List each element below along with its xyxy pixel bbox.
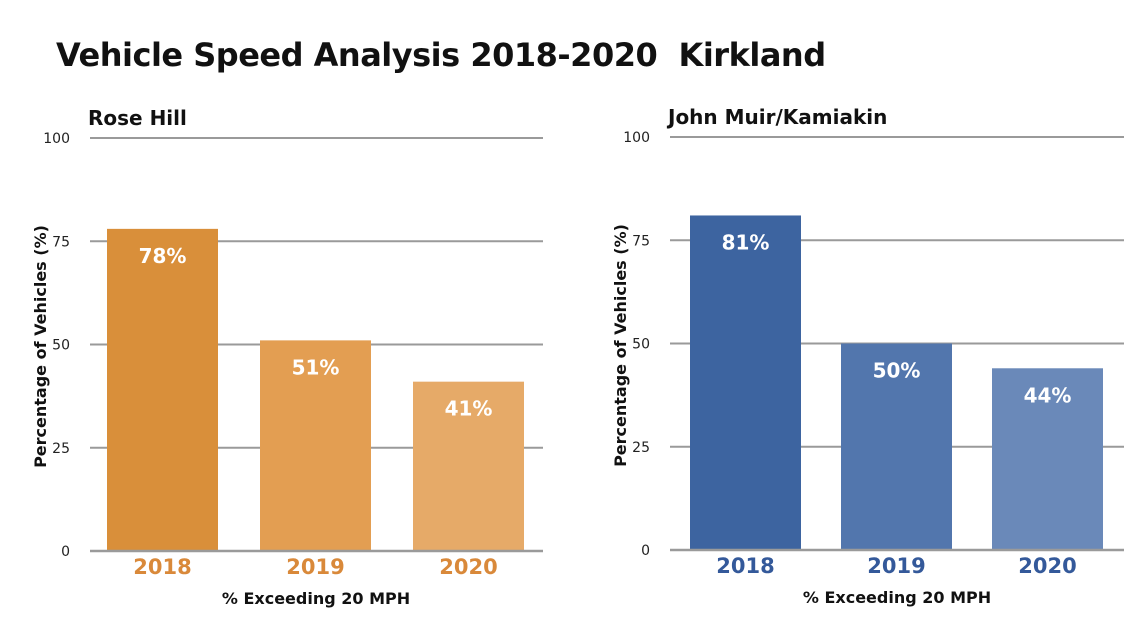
chart2-bar-2019 [841, 343, 952, 550]
chart1-bar-2018 [107, 228, 218, 552]
chart1-bar-2020 [413, 381, 524, 551]
chart1-x-tick-label-2019: 2019 [286, 555, 344, 579]
chart2-subtitle: John Muir/Kamiakin [666, 105, 887, 129]
chart2-x-tick-label-2018: 2018 [716, 554, 774, 578]
chart1-y-tick-label-0: 0 [61, 544, 70, 560]
chart1-x-tick-label-2020: 2020 [439, 555, 497, 579]
chart2-y-tick-label-75: 75 [632, 233, 650, 249]
chart-title: Vehicle Speed Analysis 2018-2020 Kirklan… [56, 36, 826, 74]
chart1-data-label-2019: 51% [292, 355, 340, 379]
chart1-y-tick-label-100: 100 [43, 131, 70, 147]
chart2-y-tick-label-100: 100 [623, 130, 650, 146]
chart1-bar-2019 [260, 340, 371, 551]
chart2-data-label-2018: 81% [722, 230, 770, 254]
chart2-y-tick-label-50: 50 [632, 337, 650, 353]
chart2-x-axis-label: % Exceeding 20 MPH [803, 588, 991, 607]
chart2-y-tick-label-25: 25 [632, 440, 650, 456]
chart2-bar-2020 [992, 368, 1103, 550]
chart1-y-tick-label-25: 25 [52, 441, 70, 457]
chart2-data-label-2019: 50% [873, 359, 921, 383]
chart1-data-label-2018: 78% [139, 244, 187, 268]
chart1-y-axis-label: Percentage of Vehicles (%) [31, 225, 50, 468]
chart1-data-label-2020: 41% [445, 397, 493, 421]
chart2-bar-2018 [690, 215, 801, 550]
chart2-y-axis-label: Percentage of Vehicles (%) [611, 224, 630, 467]
chart1-subtitle: Rose Hill [88, 106, 187, 130]
chart2-x-tick-label-2019: 2019 [867, 554, 925, 578]
chart1-y-tick-label-75: 75 [52, 234, 70, 250]
chart1-x-axis-label: % Exceeding 20 MPH [222, 589, 410, 608]
chart2-x-tick-label-2020: 2020 [1018, 554, 1076, 578]
chart2-data-label-2020: 44% [1024, 383, 1072, 407]
chart1-x-tick-label-2018: 2018 [133, 555, 191, 579]
chart1-y-tick-label-50: 50 [52, 338, 70, 354]
chart2-y-tick-label-0: 0 [641, 543, 650, 559]
